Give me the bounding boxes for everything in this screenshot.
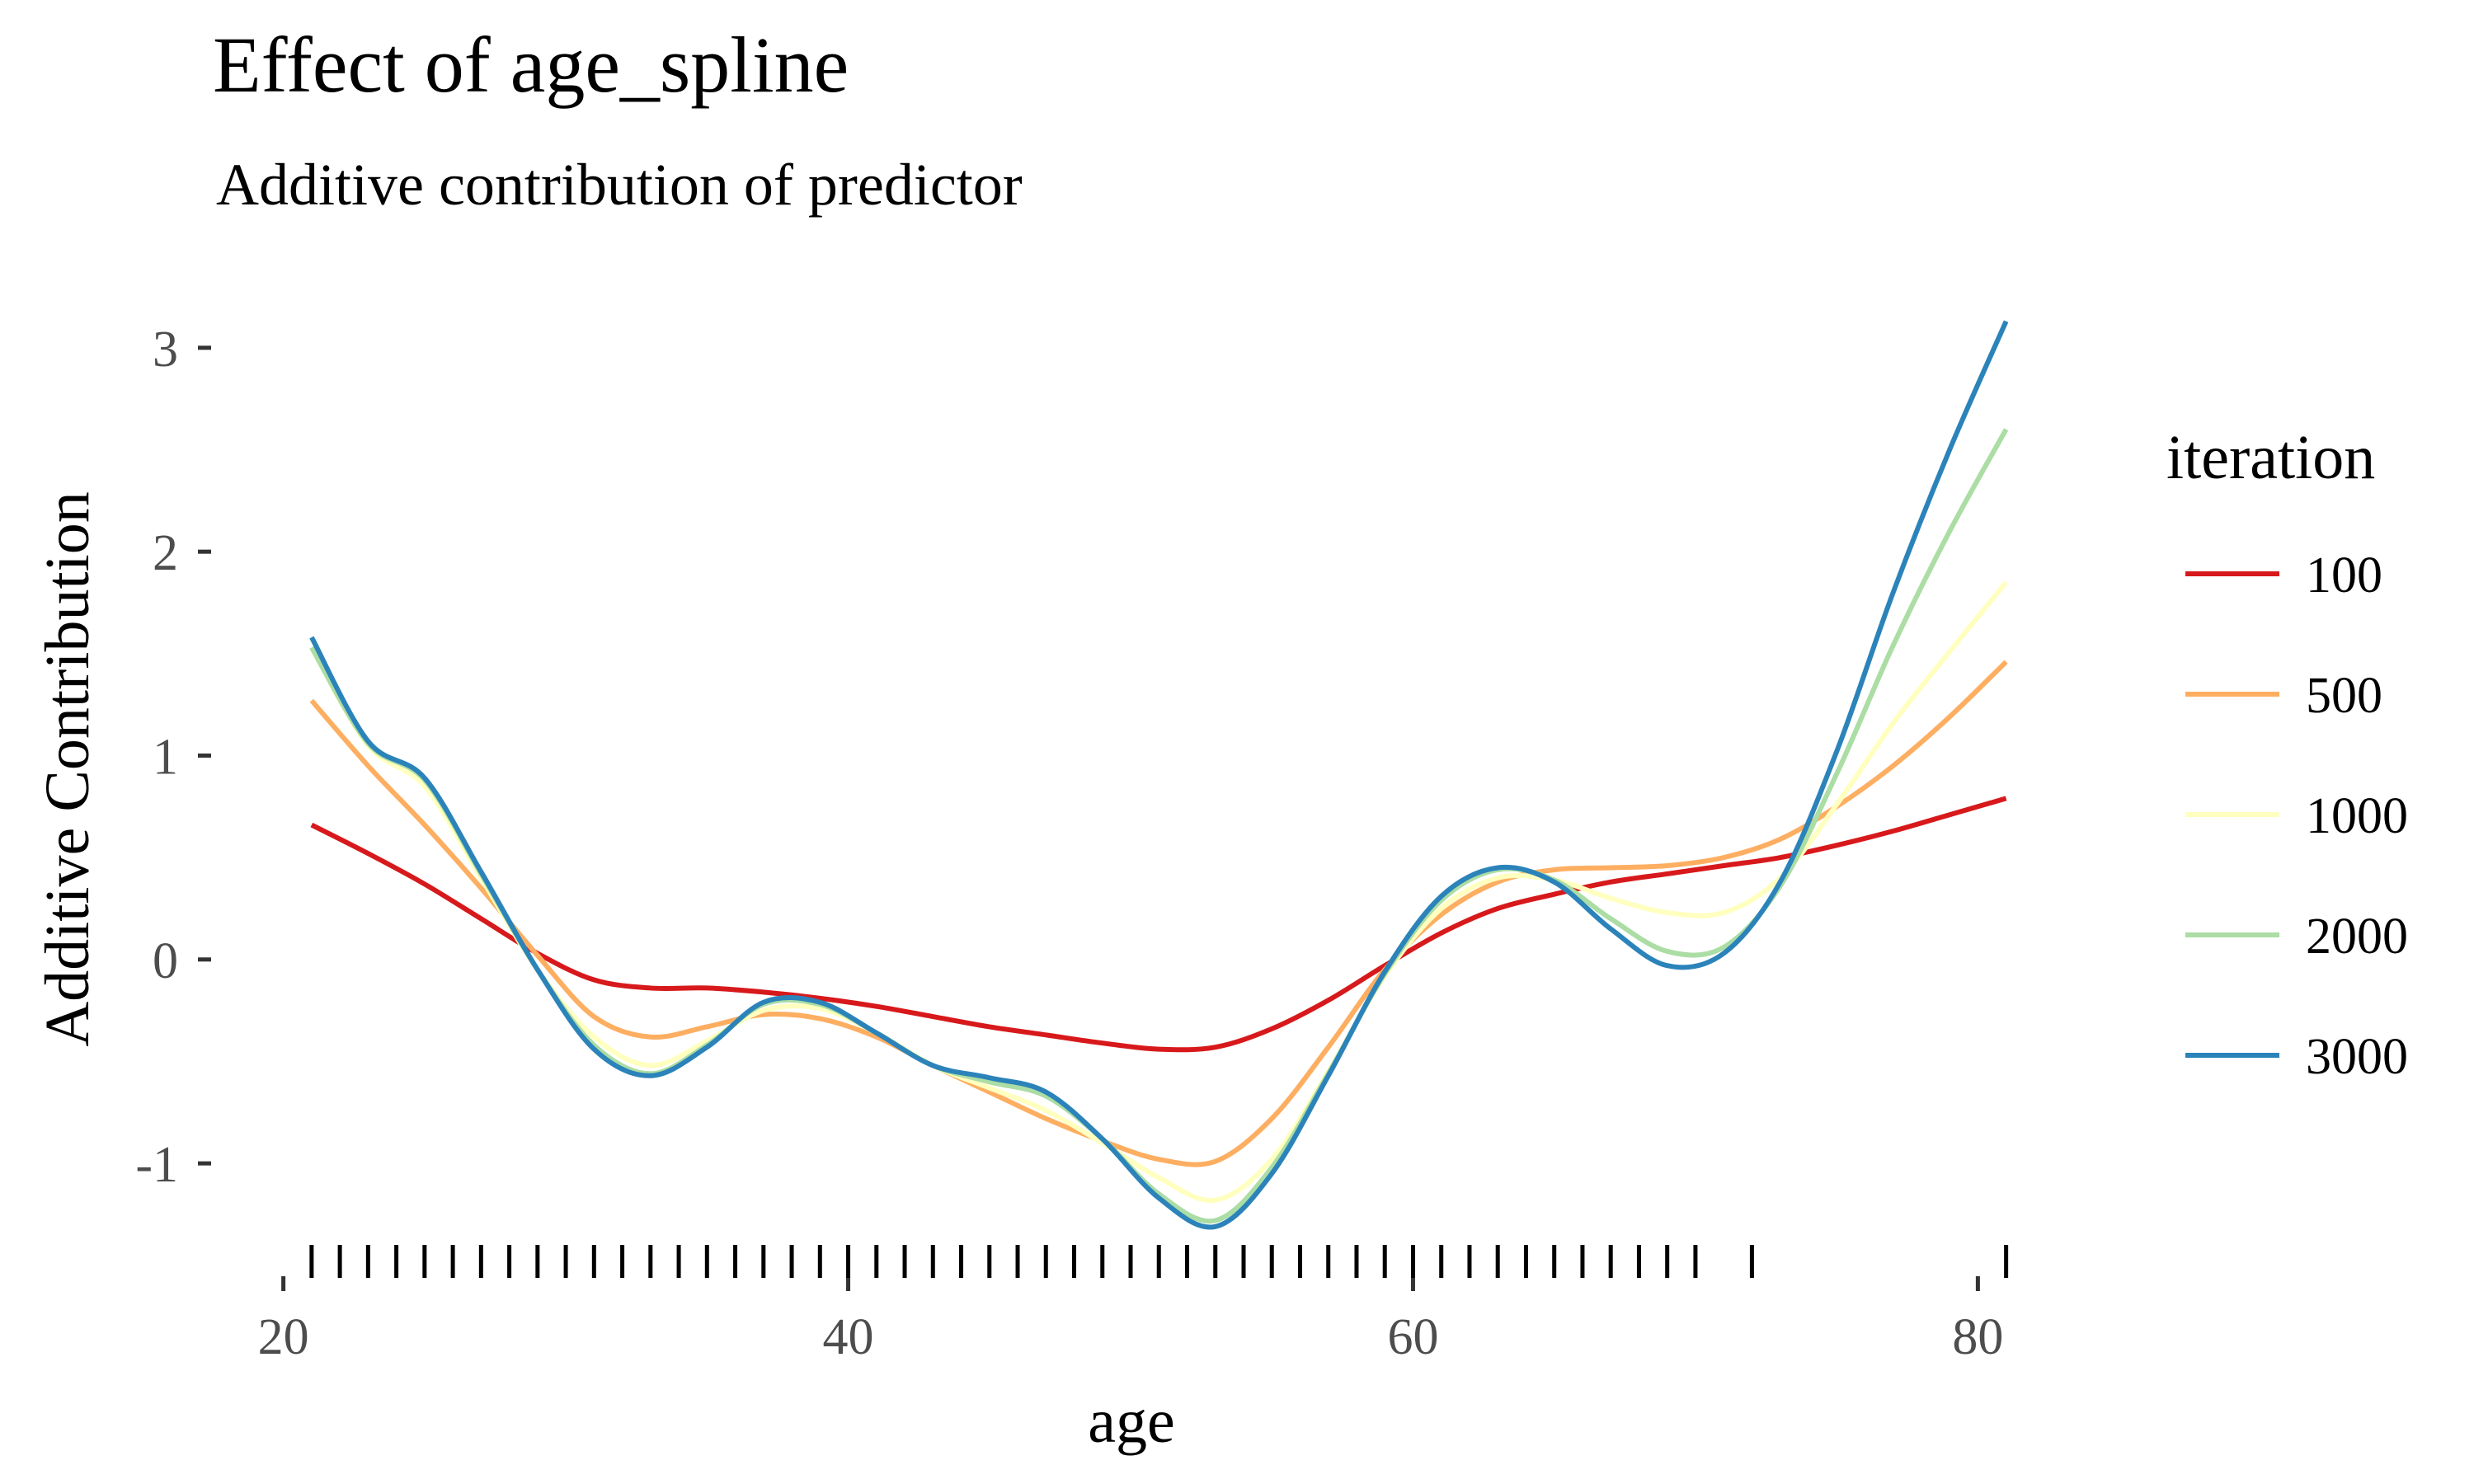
rug	[309, 1245, 2009, 1278]
legend-title: iteration	[2166, 423, 2375, 492]
x-tick-label: 60	[1387, 1309, 1438, 1365]
x-axis: 20 40 60 80	[258, 1276, 2003, 1365]
y-tick-label: 1	[153, 729, 178, 785]
legend-label: 3000	[2306, 1029, 2408, 1085]
series-line-3000	[309, 320, 2009, 1230]
legend-label: 2000	[2306, 909, 2408, 965]
series-line-100	[310, 796, 2007, 1053]
plot-lines	[309, 320, 2009, 1230]
legend-label: 100	[2306, 547, 2382, 603]
y-axis: -1 0 1 2 3	[135, 322, 211, 1193]
title-block: Effect of age_spline Additive contributi…	[213, 21, 1023, 218]
legend: iteration 100 500 1000 2000 3000	[2166, 423, 2408, 1085]
x-tick-label: 80	[1952, 1309, 2003, 1365]
y-tick-label: 0	[153, 933, 178, 989]
x-axis-title: age	[1088, 1387, 1174, 1456]
chart-title: Effect of age_spline	[213, 21, 849, 109]
y-axis-title: Additive Contribution	[33, 491, 102, 1046]
legend-label: 1000	[2306, 788, 2408, 844]
chart-subtitle: Additive contribution of predictor	[216, 152, 1023, 218]
legend-label: 500	[2306, 668, 2382, 724]
y-tick-label: -1	[135, 1137, 178, 1193]
series-line-1000	[309, 580, 2008, 1204]
series-line-500	[309, 660, 2008, 1167]
series-line-2000	[309, 428, 2009, 1224]
y-tick-label: 2	[153, 525, 178, 581]
x-tick-label: 20	[258, 1309, 309, 1365]
x-tick-label: 40	[823, 1309, 874, 1365]
y-tick-label: 3	[153, 322, 178, 378]
